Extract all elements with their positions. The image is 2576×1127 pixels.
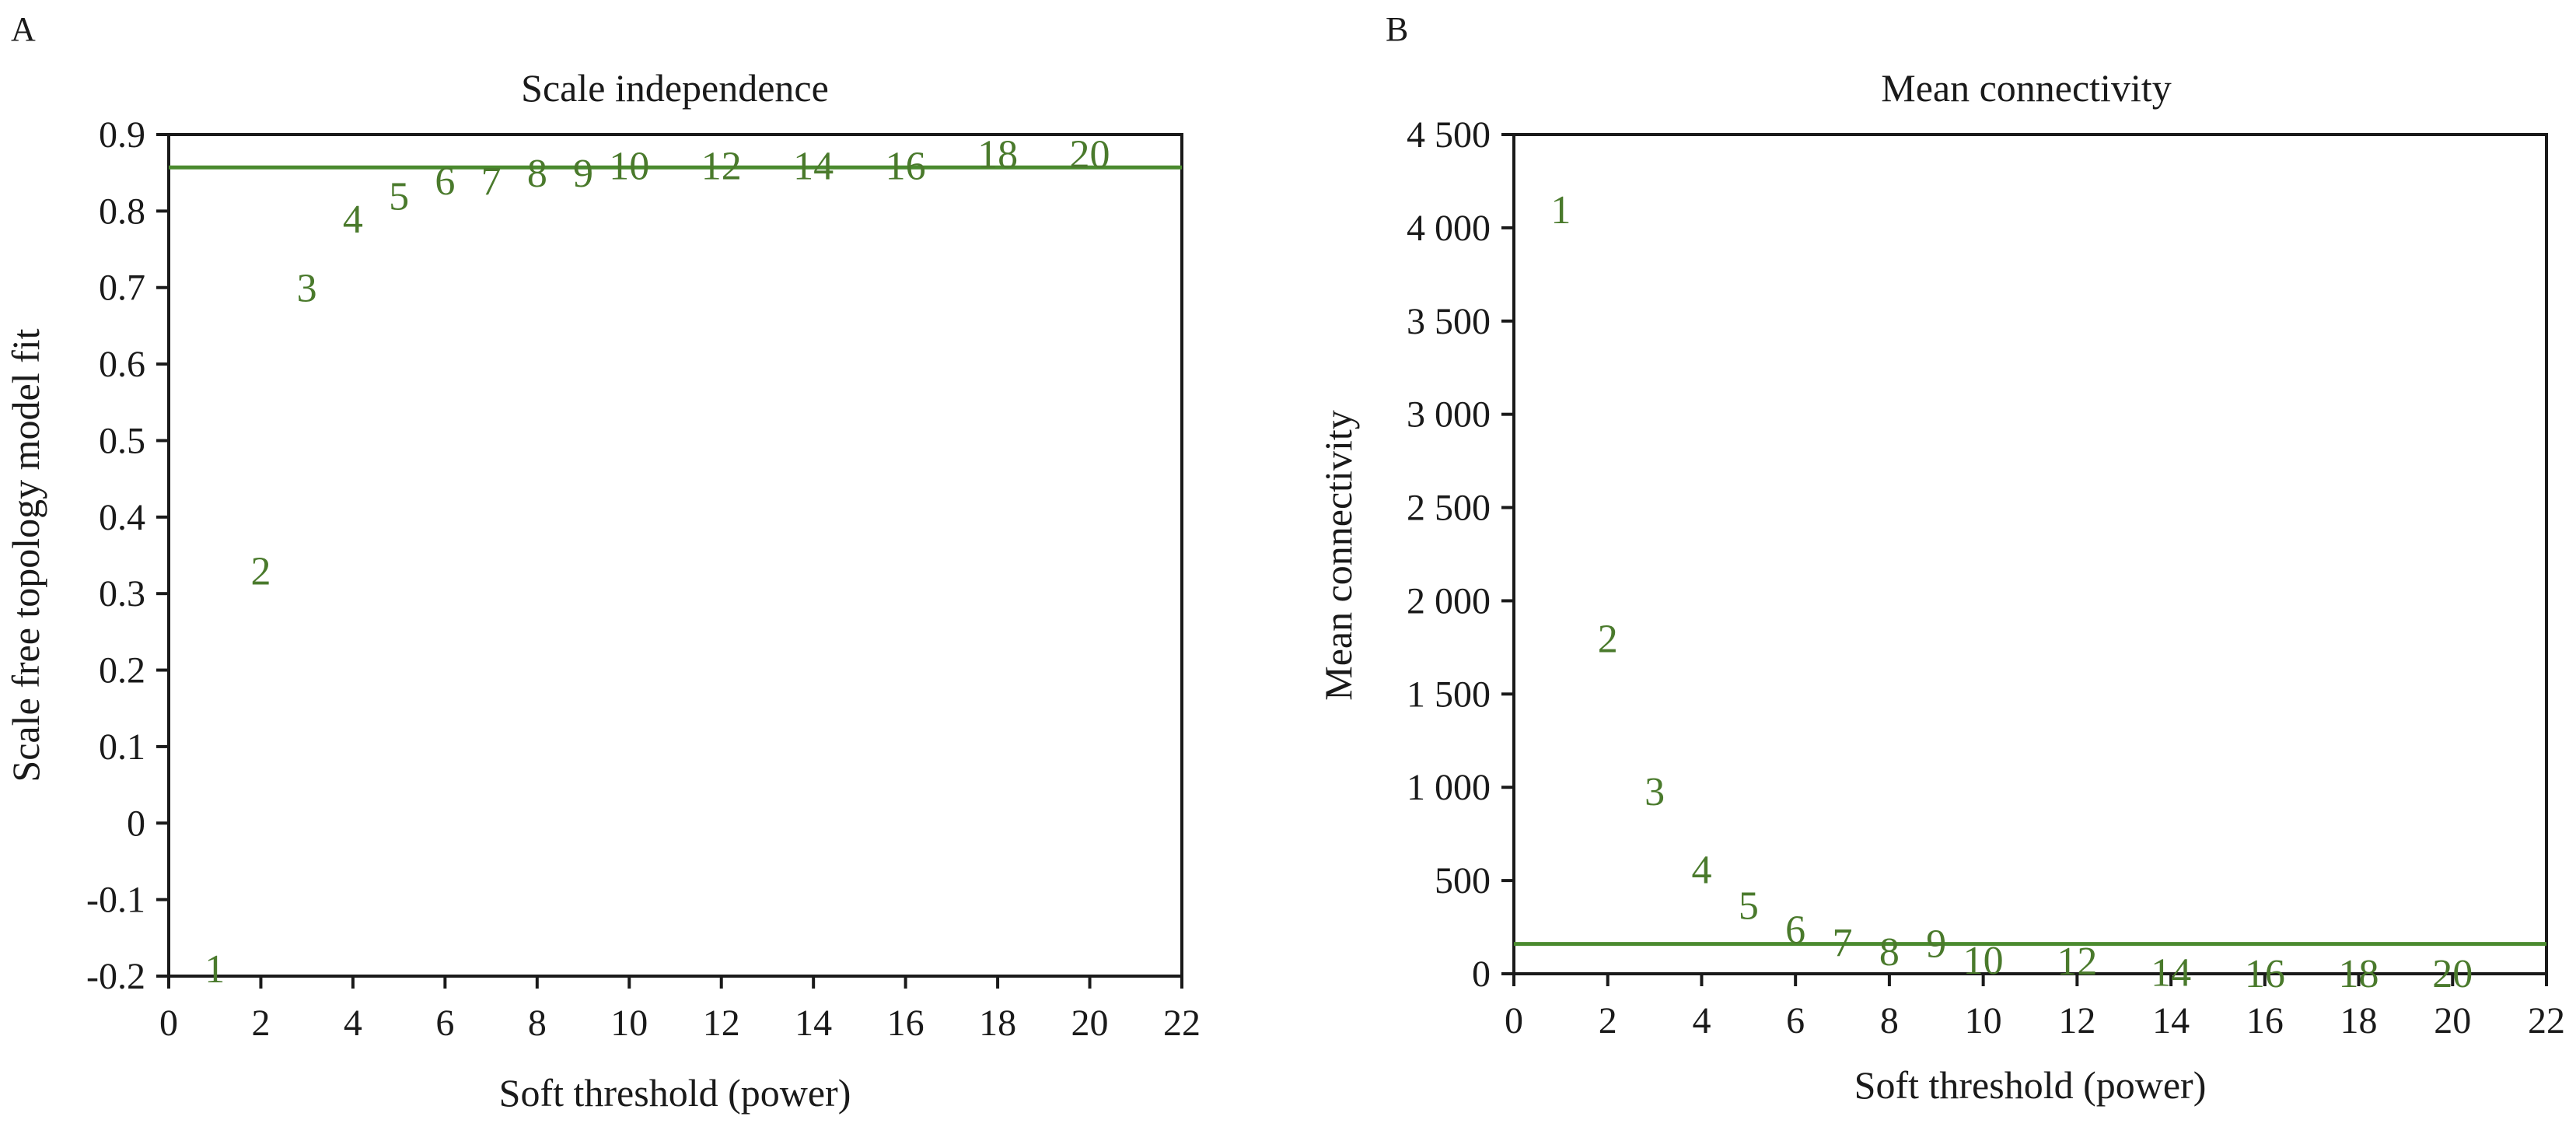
data-point-b-18: 18 xyxy=(2339,952,2379,996)
data-point-b-20: 20 xyxy=(2432,952,2473,996)
data-point-b-8: 8 xyxy=(1879,930,1900,975)
y-tick-label-b-1: 500 xyxy=(1435,860,1491,901)
data-point-b-10: 10 xyxy=(1963,939,2004,983)
x-tick-label-b-10: 20 xyxy=(2434,1000,2471,1041)
data-point-a-14: 14 xyxy=(793,144,834,188)
x-tick-label-a-2: 4 xyxy=(344,1003,362,1044)
data-point-b-4: 4 xyxy=(1691,849,1711,893)
data-point-b-5: 5 xyxy=(1739,884,1759,928)
x-tick-label-a-11: 22 xyxy=(1163,1003,1201,1044)
data-point-b-9: 9 xyxy=(1926,922,1946,966)
y-tick-label-b-2: 1 000 xyxy=(1407,767,1491,808)
plot-frame-a xyxy=(167,133,1183,978)
data-point-a-10: 10 xyxy=(609,144,649,188)
panel-letter-a: A xyxy=(11,10,36,48)
plot-frame-b xyxy=(1512,133,2548,975)
x-tick-label-b-3: 6 xyxy=(1786,1000,1805,1041)
chart-title-a: Scale independence xyxy=(521,66,829,110)
x-tick-label-b-4: 8 xyxy=(1880,1000,1899,1041)
y-axis-label-b: Mean connectivity xyxy=(1316,410,1360,701)
x-tick-label-a-6: 12 xyxy=(703,1003,740,1044)
y-axis-a: -0.2 -0.1 0 0.1 0.2 0.3 0.4 0.5 0.6 0.7 0.8 0.9 xyxy=(86,114,169,997)
data-point-a-18: 18 xyxy=(977,133,1018,177)
x-axis-label-b: Soft threshold (power) xyxy=(1854,1063,2207,1107)
data-point-b-3: 3 xyxy=(1645,770,1665,814)
panel-b: B Mean connectivity 0 2 4 6 8 10 12 14 16 18 20 22 … xyxy=(1316,10,2565,1107)
data-point-a-3: 3 xyxy=(297,267,317,311)
x-tick-label-b-1: 2 xyxy=(1599,1000,1617,1041)
y-tick-label-b-3: 1 500 xyxy=(1407,674,1491,715)
x-tick-label-b-5: 10 xyxy=(1965,1000,2002,1041)
chart-title-b: Mean connectivity xyxy=(1881,66,2172,110)
y-tick-label-b-4: 2 000 xyxy=(1407,580,1491,621)
x-tick-label-a-3: 6 xyxy=(435,1003,454,1044)
x-axis-b: 0 2 4 6 8 10 12 14 16 18 20 22 xyxy=(1505,974,2565,1041)
panel-letter-b: B xyxy=(1386,10,1408,48)
data-point-a-4: 4 xyxy=(343,198,363,242)
data-point-a-9: 9 xyxy=(573,152,593,196)
x-tick-label-b-9: 18 xyxy=(2340,1000,2378,1041)
x-tick-label-a-1: 2 xyxy=(251,1003,270,1044)
y-tick-label-b-9: 4 500 xyxy=(1407,114,1491,156)
data-point-a-8: 8 xyxy=(527,152,547,196)
x-axis-label-a: Soft threshold (power) xyxy=(499,1071,851,1115)
x-tick-label-a-7: 14 xyxy=(795,1003,832,1044)
y-tick-label-a-11: 0.9 xyxy=(99,114,145,156)
x-tick-label-a-9: 18 xyxy=(979,1003,1016,1044)
y-tick-label-a-2: 0 xyxy=(127,803,145,844)
y-tick-label-a-5: 0.3 xyxy=(99,573,145,614)
y-tick-label-b-8: 4 000 xyxy=(1407,208,1491,249)
y-tick-label-b-6: 3 000 xyxy=(1407,394,1491,436)
y-tick-label-a-8: 0.6 xyxy=(99,344,145,385)
y-tick-label-b-7: 3 500 xyxy=(1407,301,1491,342)
x-tick-label-a-8: 16 xyxy=(887,1003,924,1044)
data-point-a-6: 6 xyxy=(435,159,455,204)
data-point-a-16: 16 xyxy=(886,144,926,188)
y-tick-label-b-5: 2 500 xyxy=(1407,488,1491,529)
y-axis-label-a: Scale free topology model fit xyxy=(4,328,47,782)
data-point-a-7: 7 xyxy=(481,159,502,204)
y-tick-label-a-10: 0.8 xyxy=(99,191,145,232)
data-point-b-16: 16 xyxy=(2245,952,2285,996)
x-tick-label-a-10: 20 xyxy=(1071,1003,1109,1044)
x-tick-label-a-0: 0 xyxy=(159,1003,178,1044)
y-tick-label-a-1: -0.1 xyxy=(86,880,145,921)
x-tick-label-a-4: 8 xyxy=(528,1003,547,1044)
data-point-a-1: 1 xyxy=(204,947,225,992)
x-tick-label-b-7: 14 xyxy=(2152,1000,2190,1041)
y-tick-label-a-6: 0.4 xyxy=(99,497,145,538)
data-point-a-2: 2 xyxy=(250,550,271,594)
data-point-b-12: 12 xyxy=(2057,940,2097,984)
data-point-b-14: 14 xyxy=(2151,951,2191,996)
data-point-b-6: 6 xyxy=(1785,908,1805,952)
x-tick-label-b-8: 16 xyxy=(2246,1000,2284,1041)
y-tick-label-a-4: 0.2 xyxy=(99,650,145,691)
x-tick-label-b-6: 12 xyxy=(2058,1000,2095,1041)
x-tick-label-b-11: 22 xyxy=(2528,1000,2565,1041)
data-point-b-7: 7 xyxy=(1833,921,1853,965)
x-tick-label-a-5: 10 xyxy=(610,1003,648,1044)
y-tick-label-a-7: 0.5 xyxy=(99,420,145,461)
x-axis-a: 0 2 4 6 8 10 12 14 16 18 20 22 xyxy=(159,976,1201,1044)
y-tick-label-a-9: 0.7 xyxy=(99,268,145,309)
data-point-a-5: 5 xyxy=(389,175,409,219)
y-tick-label-a-3: 0.1 xyxy=(99,726,145,768)
data-point-a-20: 20 xyxy=(1070,133,1110,177)
x-tick-label-b-2: 4 xyxy=(1692,1000,1711,1041)
data-point-a-12: 12 xyxy=(701,144,742,188)
y-tick-label-b-0: 0 xyxy=(1472,954,1491,995)
x-tick-label-b-0: 0 xyxy=(1505,1000,1523,1041)
y-axis-b: 0 500 1 000 1 500 2 000 2 500 3 000 3 500 4 000 4… xyxy=(1407,114,1514,995)
panel-a: A Scale independence 0 2 4 6 8 10 12 14 16 18 20 22… xyxy=(4,10,1201,1115)
data-point-b-2: 2 xyxy=(1598,617,1618,661)
y-tick-label-a-0: -0.2 xyxy=(86,956,145,997)
data-point-b-1: 1 xyxy=(1550,188,1571,233)
